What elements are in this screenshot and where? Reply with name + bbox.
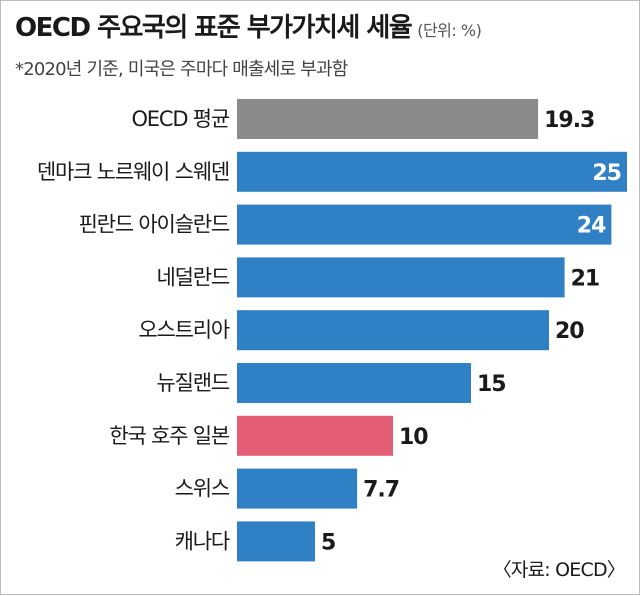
chart-subtitle: *2020년 기준, 미국은 주마다 매출세로 부과함 <box>15 59 348 80</box>
data-bar <box>237 151 627 192</box>
highlight-bar <box>237 415 393 456</box>
category-label: 오스트리아 <box>138 318 229 342</box>
category-label: 스위스 <box>175 477 230 501</box>
unit-label: (단위: %) <box>417 21 482 40</box>
category-label: 핀란드 아이슬란드 <box>79 213 230 237</box>
value-label: 7.7 <box>363 478 399 503</box>
chart-title: OECD 주요국의 표준 부가가치세 세율 <box>15 13 413 43</box>
data-bar <box>237 363 471 403</box>
title-row: OECD 주요국의 표준 부가가치세 세율 (단위: %) <box>15 7 482 44</box>
category-label: 네덜란드 <box>157 265 230 289</box>
value-label: 10 <box>399 425 428 450</box>
data-bar <box>237 468 358 509</box>
value-label: 5 <box>321 530 335 555</box>
value-label: 25 <box>592 161 621 186</box>
value-label: 20 <box>555 319 584 344</box>
source-note: 〈자료: OECD〉 <box>492 559 626 581</box>
average-bar <box>237 99 539 139</box>
data-bar <box>237 310 549 351</box>
data-bar <box>237 521 315 562</box>
value-label: 15 <box>477 372 506 397</box>
value-label: 24 <box>577 214 606 239</box>
value-label: 21 <box>571 266 600 291</box>
value-label: 19.3 <box>544 108 594 133</box>
data-bar <box>237 257 565 298</box>
data-bar <box>237 204 612 245</box>
category-label: 덴마크 노르웨이 스웨덴 <box>37 160 229 184</box>
category-label: OECD 평균 <box>131 107 229 131</box>
category-label: 뉴질랜드 <box>157 371 230 395</box>
category-label: 한국 호주 일본 <box>109 424 230 448</box>
category-label: 캐나다 <box>175 529 230 553</box>
